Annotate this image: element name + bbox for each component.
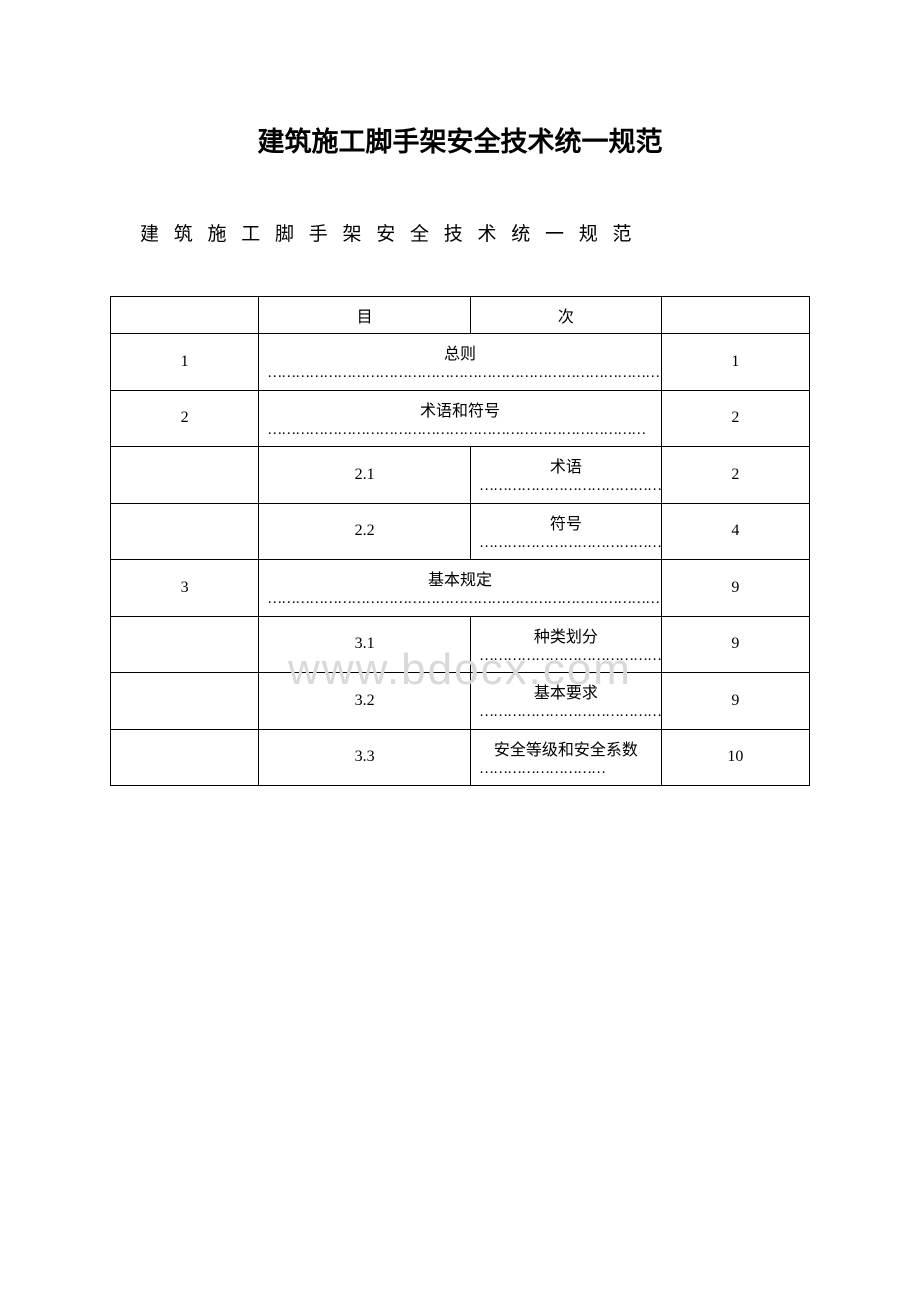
- row-page: 1: [661, 334, 809, 391]
- row-sublabel: 安全等级和安全系数: [479, 736, 653, 760]
- row-subnum: 3.2: [259, 673, 471, 730]
- row-page: 10: [661, 729, 809, 786]
- toc-table: 目 次 1 总则 ……………………………………………………………………………… …: [110, 296, 810, 786]
- row-content: 术语 …………………………………………………………………………: [471, 447, 662, 504]
- row-page: 2: [661, 447, 809, 504]
- row-dots: …………………………………………………………………………: [479, 534, 653, 554]
- row-dots: ………………………………………………………………………: [267, 421, 652, 441]
- header-empty-2: [661, 297, 809, 334]
- row-content: 种类划分 ………………………………………………………………………: [471, 616, 662, 673]
- row-sublabel: 术语: [479, 453, 653, 477]
- row-content: 基本要求 ………………………………………………………………………: [471, 673, 662, 730]
- row-number-empty: [111, 616, 259, 673]
- row-content: 基本规定 …………………………………………………………………………: [259, 560, 661, 617]
- row-subnum: 2.2: [259, 503, 471, 560]
- row-dots: ………………………: [479, 760, 653, 780]
- table-row: 3.2 基本要求 ……………………………………………………………………… 9: [111, 673, 810, 730]
- table-row: 2 术语和符号 ……………………………………………………………………… 2: [111, 390, 810, 447]
- header-col3: 次: [471, 297, 662, 334]
- row-subnum: 3.3: [259, 729, 471, 786]
- row-page: 2: [661, 390, 809, 447]
- row-dots: ………………………………………………………………………: [479, 703, 653, 723]
- header-empty-1: [111, 297, 259, 334]
- row-subnum: 2.1: [259, 447, 471, 504]
- row-content: 总则 ………………………………………………………………………………: [259, 334, 661, 391]
- row-number: 1: [111, 334, 259, 391]
- document-title: 建筑施工脚手架安全技术统一规范: [110, 120, 810, 159]
- row-dots: …………………………………………………………………………: [267, 590, 652, 610]
- table-row: 3 基本规定 ………………………………………………………………………… 9: [111, 560, 810, 617]
- row-page: 9: [661, 616, 809, 673]
- row-number-empty: [111, 447, 259, 504]
- row-label: 总则: [267, 340, 652, 364]
- row-label: 基本规定: [267, 566, 652, 590]
- table-row: 2.2 符号 ………………………………………………………………………… 4: [111, 503, 810, 560]
- row-label: 术语和符号: [267, 397, 652, 421]
- table-row: 2.1 术语 ………………………………………………………………………… 2: [111, 447, 810, 504]
- row-page: 4: [661, 503, 809, 560]
- row-page: 9: [661, 560, 809, 617]
- row-dots: ………………………………………………………………………………: [267, 364, 652, 384]
- row-sublabel: 种类划分: [479, 623, 653, 647]
- header-col2: 目: [259, 297, 471, 334]
- row-content: 符号 …………………………………………………………………………: [471, 503, 662, 560]
- row-number-empty: [111, 503, 259, 560]
- table-header-row: 目 次: [111, 297, 810, 334]
- row-content: 安全等级和安全系数 ………………………: [471, 729, 662, 786]
- row-sublabel: 基本要求: [479, 679, 653, 703]
- table-row: 3.3 安全等级和安全系数 ……………………… 10: [111, 729, 810, 786]
- table-row: 3.1 种类划分 ……………………………………………………………………… 9: [111, 616, 810, 673]
- row-page: 9: [661, 673, 809, 730]
- row-dots: …………………………………………………………………………: [479, 477, 653, 497]
- document-subtitle: 建 筑 施 工 脚 手 架 安 全 技 术 统 一 规 范: [140, 219, 810, 246]
- row-sublabel: 符号: [479, 510, 653, 534]
- table-row: 1 总则 ……………………………………………………………………………… 1: [111, 334, 810, 391]
- row-number-empty: [111, 729, 259, 786]
- row-subnum: 3.1: [259, 616, 471, 673]
- row-number-empty: [111, 673, 259, 730]
- row-content: 术语和符号 ………………………………………………………………………: [259, 390, 661, 447]
- row-number: 3: [111, 560, 259, 617]
- row-dots: ………………………………………………………………………: [479, 647, 653, 667]
- row-number: 2: [111, 390, 259, 447]
